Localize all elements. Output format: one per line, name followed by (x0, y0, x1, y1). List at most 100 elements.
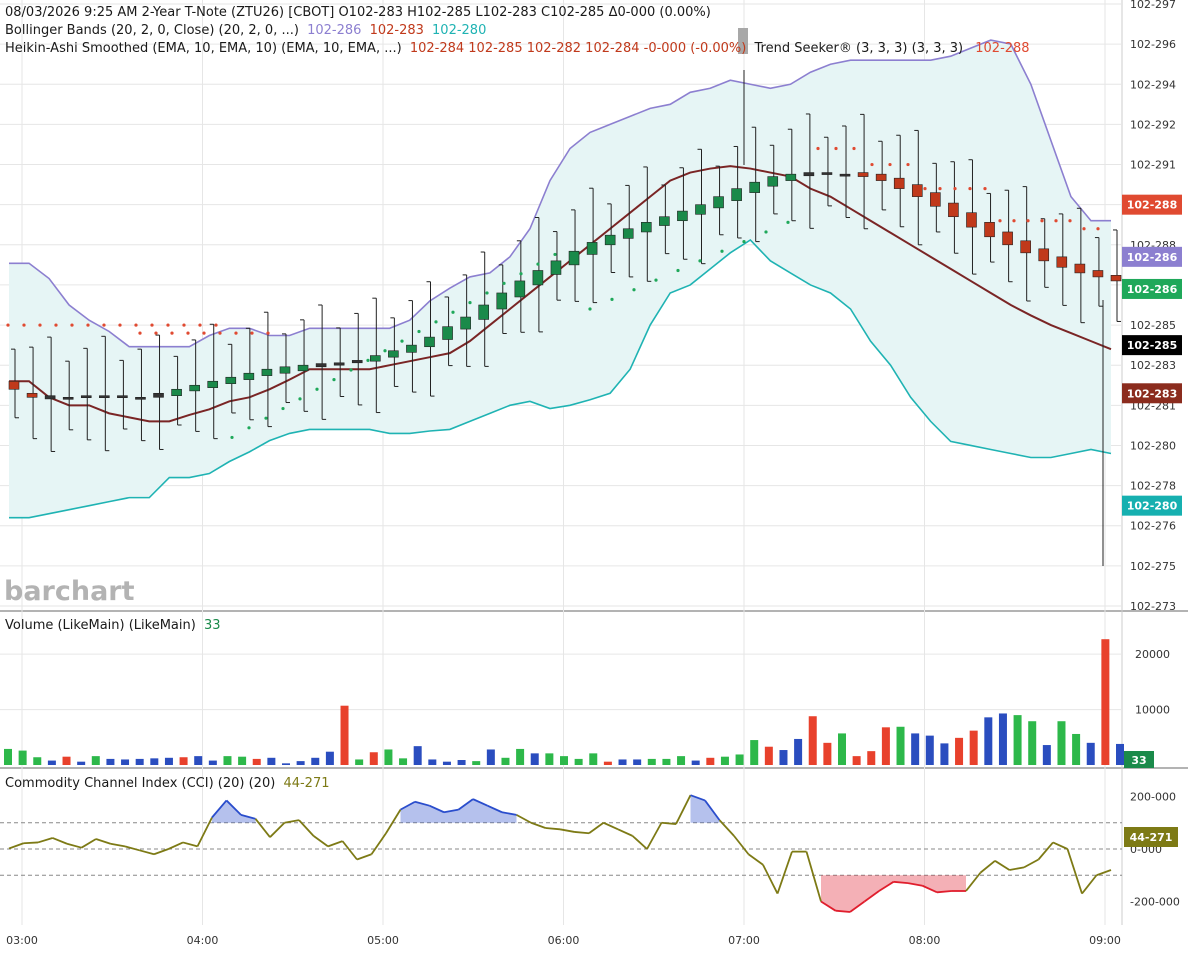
volume-bar (647, 758, 656, 765)
cci-line-segment (1066, 848, 1083, 894)
cci-line-segment (545, 827, 561, 831)
price-tag-bg (1122, 194, 1182, 215)
heikin-ashi-candle (677, 210, 688, 222)
bollinger-fill (9, 40, 1111, 518)
cci-line-segment (718, 819, 735, 837)
cci-line-segment (240, 814, 256, 820)
volume-bar (633, 759, 642, 765)
time-tick-label: 07:00 (728, 934, 760, 947)
heikin-ashi-candle (767, 176, 779, 187)
volume-bar (530, 753, 539, 765)
heikin-ashi-candle (478, 304, 490, 320)
cci-line-segment (400, 800, 416, 811)
volume-bar (1101, 639, 1110, 765)
heikin-ashi-candle (568, 250, 580, 266)
price-tag-label: 102-286 (1127, 283, 1178, 296)
price-tick-label: 102-273 (1130, 600, 1176, 613)
volume-bar (150, 758, 159, 765)
trend-seeker-dot (938, 187, 942, 191)
trend-seeker-dot (968, 187, 972, 191)
price-tag-label: 102-286 (1127, 251, 1178, 264)
heikin-ashi-candle (586, 242, 598, 255)
cci-line-segment (1096, 869, 1112, 877)
heikin-ashi-values: 102-284 102-285 102-282 102-284 -0-000 (… (410, 41, 747, 56)
volume-bar (691, 760, 700, 765)
trend-seeker-dot (654, 278, 658, 282)
trend-seeker-dot (998, 219, 1002, 223)
volume-bar (1086, 742, 1095, 765)
trend-seeker-dot (138, 331, 142, 335)
volume-bar (779, 750, 788, 765)
cci-line-segment (893, 880, 909, 885)
price-tag-bg (1122, 383, 1182, 404)
cci-line-segment (139, 849, 155, 856)
heikin-ashi-candle (1002, 231, 1013, 246)
trend-seeker-dot (6, 323, 10, 327)
cci-line-segment (631, 835, 648, 850)
cci-line-segment (284, 819, 300, 824)
cci-line-segment (153, 848, 169, 856)
bollinger-lower-line (9, 238, 1112, 519)
trend-seeker-dot (214, 323, 218, 327)
volume-bar (413, 746, 422, 765)
trend-seeker-dot (250, 331, 254, 335)
trend-seeker-dot (182, 323, 186, 327)
volume-bar (194, 756, 203, 765)
trend-seeker-dot (536, 262, 540, 266)
trend-seeker-dot (1068, 219, 1072, 223)
trend-seeker-dot (154, 331, 158, 335)
volume-bar (223, 756, 232, 765)
cci-tag-label: 44-271 (1130, 831, 1173, 844)
cci-line-segment (23, 841, 39, 845)
trend-seeker-dot (816, 146, 820, 151)
volume-bar (881, 727, 890, 765)
cci-line-segment (646, 822, 663, 850)
session-marker (738, 28, 748, 54)
heikin-ashi-candle (749, 181, 760, 193)
trend-seeker-dots (6, 146, 1100, 440)
volume-bar (618, 759, 627, 765)
heikin-ashi-candle (261, 368, 273, 376)
heikin-ashi-candle (243, 372, 255, 380)
trend-seeker-dot (742, 239, 746, 244)
cci-line-segment (747, 853, 764, 866)
price-tag-label: 102-288 (1127, 199, 1178, 212)
volume-bar (794, 738, 803, 765)
cci-line-segment (385, 809, 402, 834)
volume-bar (808, 716, 817, 765)
volume-bar (384, 749, 393, 765)
trend-seeker-dot (54, 323, 58, 327)
cci-positive-fill (690, 795, 720, 823)
heikin-ashi-candle (62, 397, 74, 400)
price-tag-bg (1122, 246, 1182, 267)
cci-line-segment (95, 838, 111, 845)
cci-line-segment (472, 798, 488, 807)
trend-seeker-dot (417, 329, 421, 334)
cci-line-segment (661, 821, 677, 825)
cci-line-segment (863, 890, 880, 903)
volume-bar (4, 748, 12, 765)
bollinger-legend: Bollinger Bands (20, 2, 0, Close) (20, 2… (5, 23, 486, 38)
heikin-ashi-candle (803, 172, 815, 177)
cci-line-segment (805, 851, 822, 902)
trend-seeker-dot (632, 288, 636, 292)
cci-tick-label: 200-000 (1130, 791, 1176, 804)
volume-bar (998, 713, 1007, 765)
cci-line-segment (52, 837, 68, 845)
cci-line-segment (574, 831, 590, 835)
volume-bar (47, 760, 56, 765)
trend-seeker-dot (588, 307, 592, 311)
bollinger-lower-value: 102-280 (432, 23, 486, 38)
trend-seeker-dot (332, 378, 336, 382)
trend-seeker-dot (70, 323, 74, 327)
volume-bar (267, 757, 276, 765)
trend-seeker-dot (698, 259, 702, 263)
price-tick-label: 102-285 (1130, 319, 1176, 332)
trend-seeker-dot (764, 230, 768, 234)
heikin-ashi-candle (948, 202, 959, 218)
heikin-ashi-candle (604, 234, 616, 246)
price-tick-label: 102-283 (1130, 359, 1176, 372)
trend-seeker-dot (281, 406, 285, 411)
volume-bar (135, 758, 144, 765)
cci-line-segment (516, 814, 532, 824)
